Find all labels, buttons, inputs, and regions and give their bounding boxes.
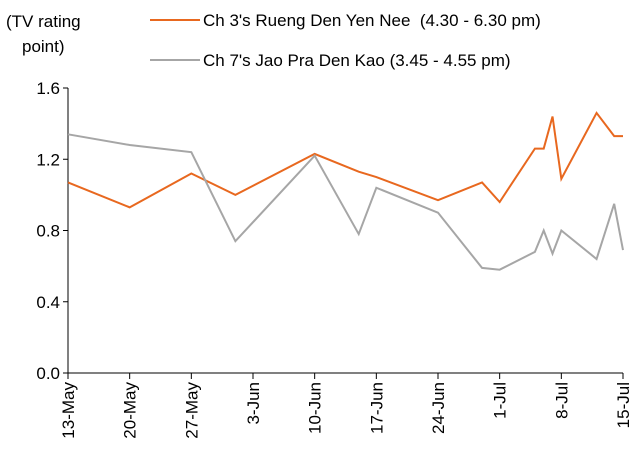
x-tick-label: 24-Jun [429,382,448,434]
x-tick-label: 13-May [59,382,78,439]
y-tick-label: 1.6 [36,79,60,98]
x-tick-label: 27-May [182,382,201,439]
x-tick-label: 8-Jul [552,382,571,419]
y-axis-label: (TV rating [6,12,81,31]
x-tick-label: 17-Jun [367,382,386,434]
x-tick-label: 15-Jul [614,382,632,428]
legend-label: Ch 7's Jao Pra Den Kao (3.45 - 4.55 pm) [203,51,511,70]
x-tick-label: 10-Jun [306,382,325,434]
series-line [67,111,623,209]
x-tick-label: 1-Jul [491,382,510,419]
y-tick-label: 0.0 [36,364,60,383]
legend-label: Ch 3's Rueng Den Yen Nee (4.30 - 6.30 pm… [203,11,541,30]
series-line [67,133,624,271]
y-tick-label: 0.4 [36,293,60,312]
y-tick-label: 0.8 [36,222,60,241]
x-tick-label: 3-Jun [244,382,263,425]
x-tick-label: 20-May [121,382,140,439]
y-axis-label: point) [22,37,65,56]
y-tick-label: 1.2 [36,150,60,169]
